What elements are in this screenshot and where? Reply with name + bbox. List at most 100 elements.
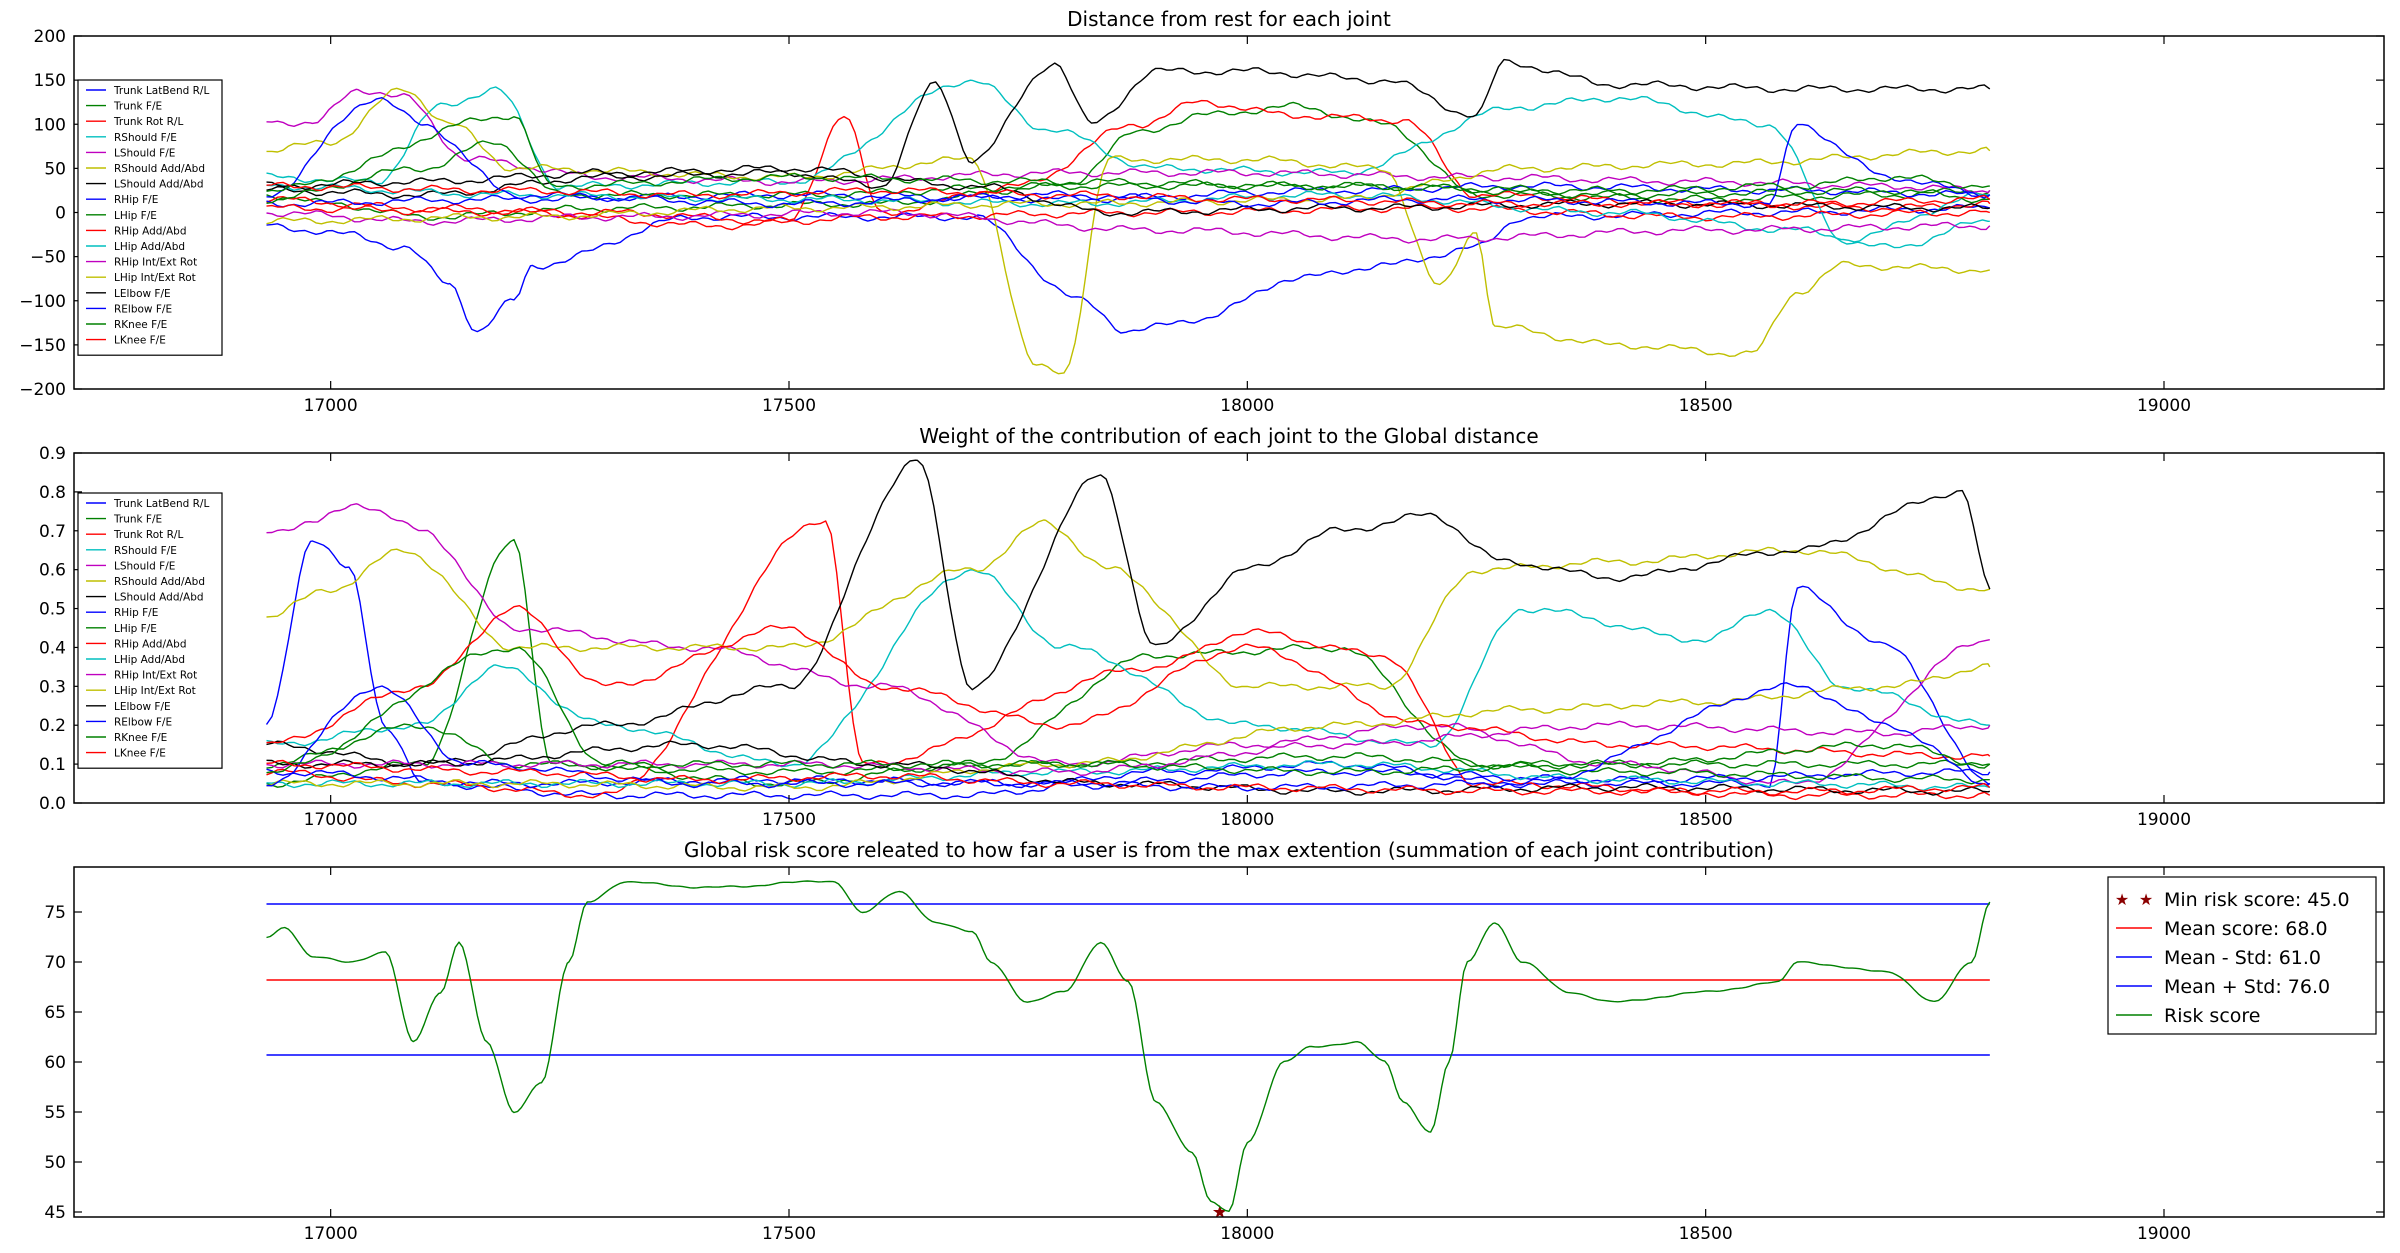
x-tick-label: 18500	[1679, 396, 1733, 416]
axes-frame	[73, 866, 2385, 1218]
y-tick-label: 0.6	[39, 561, 66, 581]
series-line	[266, 519, 1990, 691]
y-tick-label: 0.2	[39, 716, 66, 736]
y-tick-label: 65	[44, 1003, 66, 1023]
y-tick-label: 0.1	[39, 755, 66, 775]
legend-entry: Trunk LatBend R/L	[113, 85, 209, 97]
y-tick-label: 70	[44, 953, 66, 973]
x-tick-label: 17000	[304, 1224, 358, 1244]
legend-marker: ★	[2139, 890, 2153, 909]
series-line	[266, 58, 1991, 200]
legend-entry: LShould Add/Abd	[114, 592, 204, 604]
y-tick-label: 100	[34, 115, 66, 135]
x-tick-label: 19000	[2137, 810, 2191, 830]
distance-chart: Distance from rest for each joint 17000 17…	[19, 7, 2385, 416]
plot-area: ★	[266, 880, 1991, 1223]
series-line	[266, 146, 1991, 225]
y-tick-label: 150	[34, 71, 66, 91]
legend-entry: RHip F/E	[114, 194, 158, 206]
legend-entry: LElbow F/E	[114, 701, 171, 713]
x-tick-label: 17000	[304, 396, 358, 416]
series-line	[266, 88, 1991, 194]
legend-entry: RShould Add/Abd	[114, 576, 205, 588]
legend-entry: RShould F/E	[114, 545, 177, 557]
legend-entry: Trunk Rot R/L	[113, 116, 183, 128]
legend-entry: LKnee F/E	[114, 748, 166, 760]
x-tick-label: 18000	[1220, 1224, 1274, 1244]
plot-area	[266, 58, 1991, 375]
legend: Trunk LatBend R/L Trunk F/E Trunk Rot R/L R…	[77, 492, 223, 769]
legend: Trunk LatBend R/L Trunk F/E Trunk Rot R/L R…	[77, 79, 223, 356]
risk-score-chart: Global risk score releated to how far a …	[44, 838, 2385, 1244]
y-tick-label: 0.7	[39, 522, 66, 542]
series-line	[265, 540, 1990, 800]
legend-entry: LShould Add/Abd	[114, 179, 204, 191]
x-tick-label: 19000	[2137, 1224, 2191, 1244]
x-tick-label: 18500	[1679, 810, 1733, 830]
legend-entry: Mean + Std: 76.0	[2164, 976, 2330, 998]
y-tick-label: −150	[19, 336, 66, 356]
series-line	[266, 203, 1991, 334]
legend-entry: LHip Add/Abd	[114, 241, 185, 253]
y-tick-label: 75	[44, 903, 66, 923]
legend-entry: RElbow F/E	[114, 303, 172, 315]
legend-entry: RHip Add/Abd	[114, 638, 187, 650]
legend-entry: LShould F/E	[114, 560, 175, 572]
x-tick-label: 17000	[304, 810, 358, 830]
legend-entry: RShould F/E	[114, 132, 177, 144]
legend-entry: Risk score	[2164, 1005, 2260, 1027]
legend-entry: RElbow F/E	[114, 716, 172, 728]
y-tick-label: −100	[19, 292, 66, 312]
legend-entry: Trunk Rot R/L	[113, 529, 183, 541]
series-line	[266, 759, 1991, 796]
legend-entry: RHip F/E	[114, 607, 158, 619]
legend-entry: LHip Add/Abd	[114, 654, 185, 666]
x-tick-label: 17500	[762, 810, 816, 830]
series-line	[266, 140, 1990, 204]
y-tick-label: 55	[44, 1103, 66, 1123]
legend-entry: Min risk score: 45.0	[2164, 889, 2350, 911]
series-line	[266, 880, 1991, 1212]
legend-entry: RHip Int/Ext Rot	[114, 257, 197, 269]
legend-entry: LHip F/E	[114, 623, 157, 635]
x-tick-label: 19000	[2137, 396, 2191, 416]
min-risk-marker: ★	[1212, 1202, 1228, 1223]
series-line	[266, 503, 1990, 785]
series-line	[266, 97, 1991, 209]
legend-entry: LHip Int/Ext Rot	[114, 685, 196, 697]
y-tick-label: 0.0	[39, 794, 66, 814]
series-line	[266, 663, 1991, 792]
legend-marker: ★	[2115, 890, 2129, 909]
series-line	[266, 723, 1990, 785]
y-tick-label: 0.8	[39, 483, 66, 503]
chart-title: Global risk score releated to how far a …	[684, 838, 1774, 862]
series-line	[266, 181, 1991, 208]
y-tick-label: 0.4	[39, 638, 66, 658]
plot-area	[265, 459, 1991, 801]
x-tick-label: 18000	[1220, 396, 1274, 416]
y-tick-label: 0.3	[39, 677, 66, 697]
x-tick-label: 17500	[762, 396, 816, 416]
series-line	[266, 459, 1991, 767]
chart-title: Distance from rest for each joint	[1067, 7, 1391, 31]
y-tick-label: 60	[44, 1053, 66, 1073]
y-tick-label: 0	[55, 204, 66, 224]
legend-entry: RShould Add/Abd	[114, 163, 205, 175]
series-line	[266, 569, 1990, 768]
legend-entry: Trunk F/E	[113, 514, 162, 526]
legend-entry: Mean - Std: 61.0	[2164, 947, 2321, 969]
y-tick-label: 50	[44, 1153, 66, 1173]
legend-entry: Mean score: 68.0	[2164, 918, 2328, 940]
legend-entry: RHip Int/Ext Rot	[114, 670, 197, 682]
legend-entry: LHip F/E	[114, 210, 157, 222]
y-tick-label: −200	[19, 380, 66, 400]
legend-entry: LHip Int/Ext Rot	[114, 272, 196, 284]
axes-frame	[73, 35, 2385, 390]
x-tick-label: 18500	[1679, 1224, 1733, 1244]
y-tick-label: 200	[34, 27, 66, 47]
y-tick-label: −50	[30, 248, 66, 268]
legend-entry: Trunk F/E	[113, 101, 162, 113]
x-tick-label: 17500	[762, 1224, 816, 1244]
x-tick-label: 18000	[1220, 810, 1274, 830]
